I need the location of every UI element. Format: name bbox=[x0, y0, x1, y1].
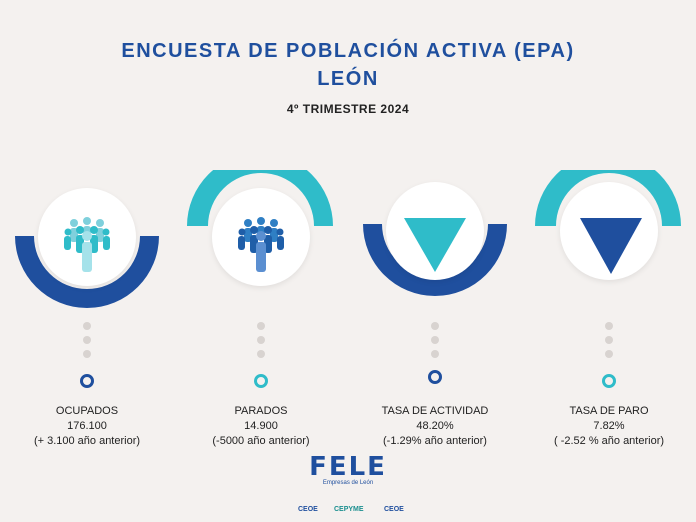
footer-logo-ceoe: CEOE bbox=[298, 506, 318, 513]
card-value: 7.82% bbox=[593, 420, 625, 432]
card-label: PARADOS 14.900 (-5000 año anterior) bbox=[174, 404, 348, 449]
card-label: OCUPADOS 176.100 (+ 3.100 año anterior) bbox=[0, 404, 174, 449]
ring-decoration bbox=[535, 170, 681, 226]
card-value: 176.100 bbox=[67, 420, 107, 432]
icon-circle bbox=[38, 188, 136, 286]
card-parados: PARADOS 14.900 (-5000 año anterior) bbox=[174, 0, 348, 522]
card-ocupados: OCUPADOS 176.100 (+ 3.100 año anterior) bbox=[0, 0, 174, 522]
icon-circle bbox=[386, 182, 484, 280]
dot-connector bbox=[0, 322, 174, 364]
ring-decoration bbox=[363, 224, 507, 296]
page-title: ENCUESTA DE POBLACIÓN ACTIVA (EPA) bbox=[121, 40, 575, 62]
timeline-marker bbox=[254, 374, 268, 388]
card-title: PARADOS bbox=[234, 405, 288, 417]
card-label: TASA DE PARO 7.82% ( -2.52 % año anterio… bbox=[522, 404, 696, 449]
icon-circle bbox=[212, 188, 310, 286]
footer-logo-cepyme: CEPYME bbox=[334, 506, 364, 513]
card-value: 14.900 bbox=[244, 420, 278, 432]
card-change: (-1.29% año anterior) bbox=[383, 435, 487, 447]
timeline-marker bbox=[602, 374, 616, 388]
card-change: (-5000 año anterior) bbox=[212, 435, 310, 447]
ring-decoration bbox=[15, 236, 159, 308]
card-label: TASA DE ACTIVIDAD 48.20% (-1.29% año ant… bbox=[348, 404, 522, 449]
card-change: (+ 3.100 año anterior) bbox=[33, 435, 141, 447]
icon-circle bbox=[560, 182, 658, 280]
card-tasa-paro: TASA DE PARO 7.82% ( -2.52 % año anterio… bbox=[522, 0, 696, 522]
page-subtitle: 4º TRIMESTRE 2024 bbox=[286, 102, 410, 116]
dot-connector bbox=[348, 322, 522, 364]
page-title-location: LEÓN bbox=[317, 68, 379, 90]
down-triangle-icon bbox=[404, 218, 466, 272]
down-triangle-icon bbox=[580, 218, 642, 274]
timeline-marker bbox=[80, 374, 94, 388]
people-group-icon bbox=[238, 217, 284, 272]
card-value: 48.20% bbox=[416, 420, 454, 432]
people-group-icon bbox=[64, 217, 110, 272]
footer-logo-ceoe-2: CEOE bbox=[384, 506, 404, 513]
card-change: ( -2.52 % año anterior) bbox=[553, 435, 665, 447]
card-tasa-actividad: TASA DE ACTIVIDAD 48.20% (-1.29% año ant… bbox=[348, 0, 522, 522]
timeline-marker bbox=[428, 370, 442, 384]
fele-logo: FELE Empresas de León bbox=[309, 452, 387, 486]
ring-decoration bbox=[187, 170, 333, 226]
card-title: TASA DE ACTIVIDAD bbox=[381, 405, 489, 417]
card-title: TASA DE PARO bbox=[569, 405, 649, 417]
dot-connector bbox=[522, 322, 696, 364]
dot-connector bbox=[174, 322, 348, 364]
card-title: OCUPADOS bbox=[55, 405, 119, 417]
